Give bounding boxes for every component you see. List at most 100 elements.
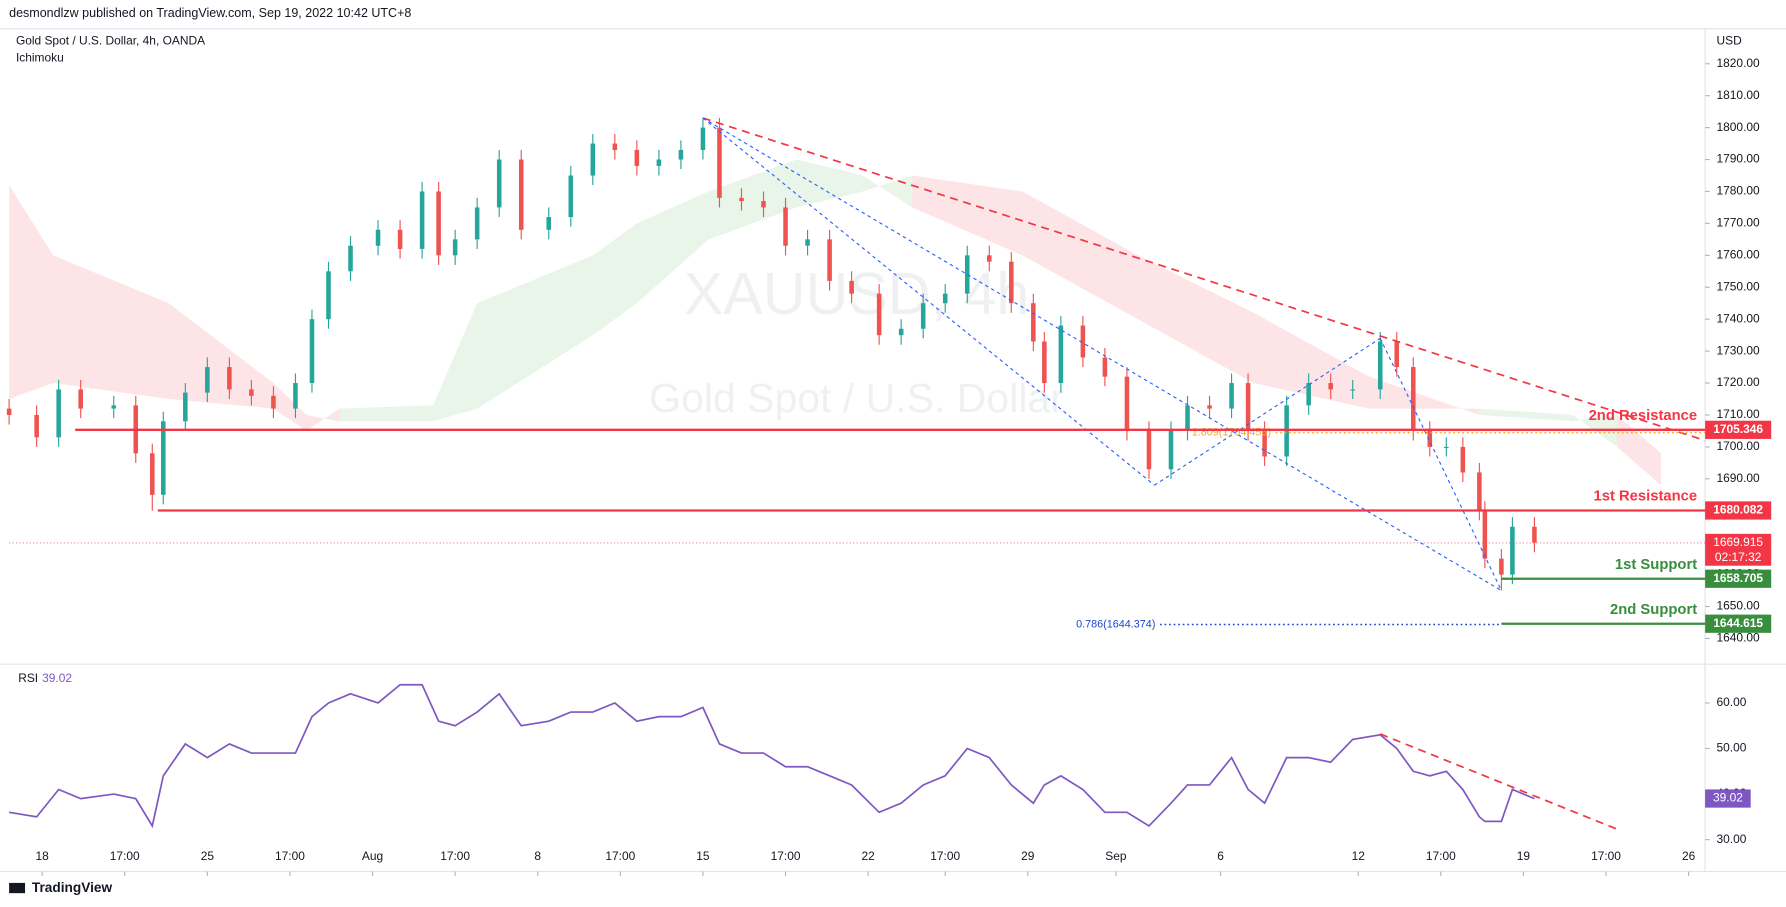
fib-label: 1.809(1704.453) <box>1192 427 1271 439</box>
candle-body <box>1377 341 1383 390</box>
candle-body <box>568 175 574 218</box>
candle-body <box>34 414 39 438</box>
candle-body <box>678 149 684 160</box>
y-tick-label: 60.00 <box>1717 695 1747 709</box>
x-tick-label: 29 <box>1021 849 1035 863</box>
candle-body <box>1262 430 1267 457</box>
x-tick-label: 17:00 <box>440 849 470 863</box>
x-tick-label: 17:00 <box>771 849 801 863</box>
ichimoku-cloud <box>636 191 709 304</box>
ichimoku-cloud <box>1137 255 1254 384</box>
level-price-box <box>1705 501 1772 520</box>
candle-body <box>942 293 948 304</box>
candle-body <box>227 367 232 390</box>
fib-label: 0.786(1644.374) <box>1076 618 1155 630</box>
ichimoku-cloud <box>53 255 169 399</box>
y-tick-label: 1700.00 <box>1717 439 1761 453</box>
y-tick-label: 30.00 <box>1717 832 1747 846</box>
level-price-label: 1644.615 <box>1713 616 1763 630</box>
ichimoku-cloud <box>1369 376 1480 415</box>
y-tick-label: 50.00 <box>1717 741 1747 755</box>
rsi-current: 39.02 <box>42 671 72 685</box>
x-tick-label: 17:00 <box>605 849 635 863</box>
candle-body <box>348 245 353 272</box>
candle-body <box>249 389 254 396</box>
ichimoku-cloud <box>912 175 1023 256</box>
x-tick-label: 12 <box>1352 849 1366 863</box>
footer-logo[interactable]: TradingView <box>9 880 112 895</box>
candle-body <box>656 159 662 166</box>
brand[interactable]: TradingView <box>32 880 113 895</box>
candle-body <box>1394 341 1400 368</box>
x-tick-label: 17:00 <box>1591 849 1621 863</box>
level-price-label: 1705.346 <box>1713 422 1763 436</box>
candle-body <box>1207 405 1212 409</box>
y-tick-label: 1740.00 <box>1717 311 1761 325</box>
y-tick-label: 1720.00 <box>1717 375 1761 389</box>
y-tick-label: 1730.00 <box>1717 343 1761 357</box>
candle-body <box>1460 446 1466 473</box>
candle-body <box>474 207 480 240</box>
candle-body <box>717 127 722 198</box>
rsi-current-label: 39.02 <box>1713 791 1743 805</box>
level-name: 2nd Support <box>1610 602 1697 618</box>
trendline <box>702 117 1502 592</box>
countdown-label: 02:17:32 <box>1715 550 1762 564</box>
candle-body <box>1080 325 1086 358</box>
rsi-title: RSI <box>18 671 38 685</box>
x-tick-label: 17:00 <box>275 849 305 863</box>
ichimoku-cloud <box>433 303 478 422</box>
logo-mark <box>9 882 26 894</box>
candle-body <box>590 143 596 176</box>
candle-body <box>612 143 618 150</box>
ichimoku-cloud <box>273 383 307 431</box>
ichimoku-cloud <box>1479 408 1573 422</box>
y-tick-label: 1810.00 <box>1717 88 1761 102</box>
rsi-current-box <box>1705 789 1751 808</box>
candle-body <box>78 389 83 409</box>
rsi-trendline <box>1379 733 1618 830</box>
candle-body <box>1185 405 1190 431</box>
candle-body <box>849 280 854 294</box>
candle-body <box>1058 325 1064 384</box>
symbol: Gold Spot / U.S. Dollar, 4h, OANDA <box>16 33 205 47</box>
candle-body <box>827 239 832 281</box>
candle-body <box>964 255 970 294</box>
ichimoku-cloud <box>339 405 434 422</box>
candle-body <box>1510 526 1515 575</box>
candle-body <box>309 319 315 384</box>
candle-body <box>1306 383 1311 406</box>
ichimoku-cloud <box>1572 414 1618 447</box>
candle-body <box>375 229 381 246</box>
y-tick-label: 1790.00 <box>1717 152 1761 166</box>
ichimoku-cloud <box>1022 191 1138 320</box>
candle-body <box>1009 261 1014 304</box>
candle-body <box>56 389 61 438</box>
indicator: Ichimoku <box>16 50 64 64</box>
candle-body <box>920 303 926 329</box>
candle-body <box>739 197 744 202</box>
x-tick-label: 17:00 <box>930 849 960 863</box>
candle-body <box>1328 383 1333 390</box>
watermark-sub: Gold Spot / U.S. Dollar <box>649 375 1064 421</box>
y-tick-label: 1820.00 <box>1717 56 1761 70</box>
candle-body <box>1482 510 1488 559</box>
candle-body <box>293 383 298 409</box>
current-price-label: 1669.915 <box>1713 535 1763 549</box>
candle-body <box>518 159 524 230</box>
candle-body <box>700 127 706 150</box>
x-tick-label: 6 <box>1217 849 1224 863</box>
level-price-label: 1680.082 <box>1713 503 1763 517</box>
ichimoku-cloud <box>592 223 637 336</box>
level-price-box <box>1705 614 1772 633</box>
publisher: desmondlzw published on TradingView.com,… <box>9 6 411 20</box>
candle-body <box>1124 376 1130 431</box>
level-name: 1st Resistance <box>1594 489 1698 505</box>
candle-body <box>111 405 117 409</box>
level-name: 1st Support <box>1615 557 1697 573</box>
ichimoku-cloud <box>9 185 54 399</box>
x-tick-label: Sep <box>1105 849 1127 863</box>
x-tick-label: 25 <box>201 849 215 863</box>
candle-body <box>1229 383 1234 409</box>
ichimoku-cloud <box>306 408 340 431</box>
